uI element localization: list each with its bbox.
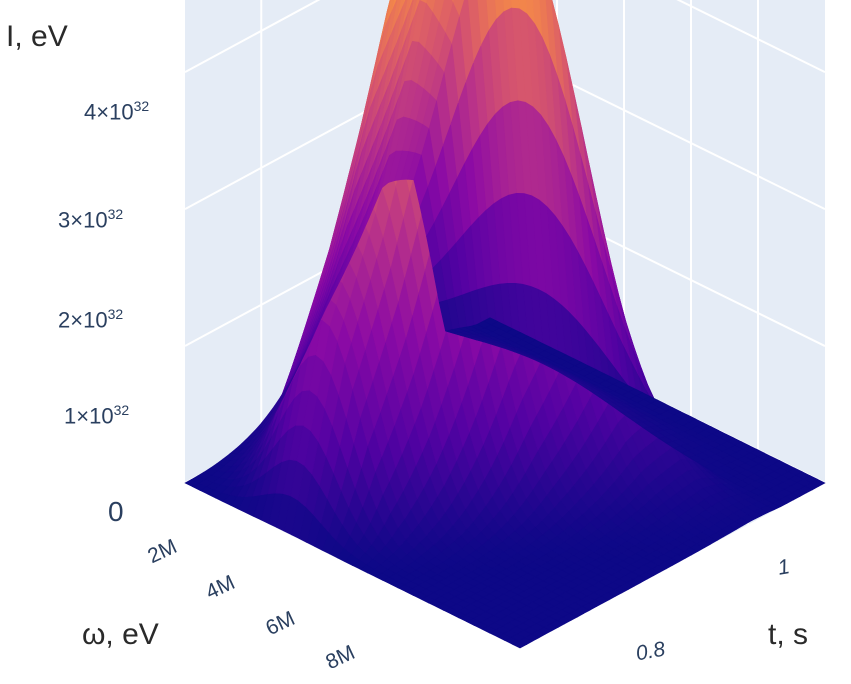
z-tick-exponent: 32 [133, 98, 150, 114]
z-grid-left-3 [184, 0, 321, 74]
z-tick-mantissa: 1 [64, 403, 77, 429]
z-tick-label: 3×1032 [58, 206, 123, 233]
omega-axis-title: ω, eV [82, 618, 159, 651]
z-tick-mantissa: 4 [84, 99, 97, 125]
z-tick-mantissa: 2 [58, 307, 71, 333]
z-tick-label: 2×1032 [58, 306, 123, 333]
surface-cell [482, 317, 499, 326]
z-axis-title: I, eV [6, 20, 68, 53]
z-tick-exponent: 32 [107, 206, 124, 222]
z-tick-exponent: 32 [113, 402, 130, 418]
z-tick-label: 1×1032 [64, 402, 129, 429]
z-tick-base: ×10 [96, 99, 134, 125]
z-tick-base: ×10 [70, 207, 108, 233]
z-tick-mantissa: 3 [58, 207, 71, 233]
surface-mesh [184, 0, 826, 649]
z-tick-label: 0 [108, 496, 124, 527]
z-tick-exponent: 32 [107, 306, 124, 322]
t-axis-title: t, s [768, 618, 809, 651]
z-tick-base: ×10 [70, 307, 108, 333]
z-tick-label: 4×1032 [84, 98, 149, 125]
z-grid-right-3 [676, 0, 826, 74]
t-tick-label: 0.8 [634, 637, 667, 666]
z-tick-base: ×10 [76, 403, 114, 429]
